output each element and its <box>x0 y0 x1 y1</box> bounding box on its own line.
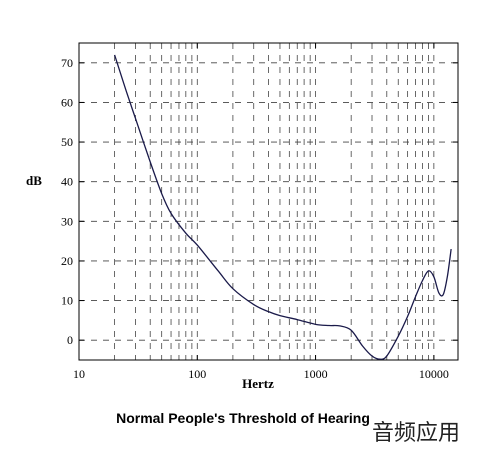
series-line <box>113 54 452 360</box>
x-tick-label: 10000 <box>419 367 449 381</box>
x-axis-ticks: 10 100 1000 10000 <box>73 43 449 381</box>
y-tick-label: 40 <box>61 175 73 189</box>
x-tick-label: 100 <box>188 367 206 381</box>
y-tick-label: 10 <box>61 294 73 308</box>
y-axis-label: dB <box>26 173 42 188</box>
y-tick-label: 60 <box>61 95 73 109</box>
y-tick-label: 70 <box>61 56 73 70</box>
x-tick-label: 1000 <box>304 367 328 381</box>
chart-title: Normal People's Threshold of Hearing <box>116 410 370 426</box>
y-tick-label: 50 <box>61 135 73 149</box>
plot-area-frame <box>78 42 459 361</box>
y-tick-label: 0 <box>67 333 73 347</box>
watermark-text: 音频应用 <box>372 421 460 446</box>
x-tick-label: 10 <box>73 367 85 381</box>
grid <box>79 43 458 360</box>
y-tick-label: 30 <box>61 214 73 228</box>
y-tick-label: 20 <box>61 254 73 268</box>
series-layer <box>113 54 452 360</box>
y-axis-ticks: 0 10 20 30 40 50 60 70 <box>61 56 458 347</box>
x-axis-label: Hertz <box>242 376 274 391</box>
